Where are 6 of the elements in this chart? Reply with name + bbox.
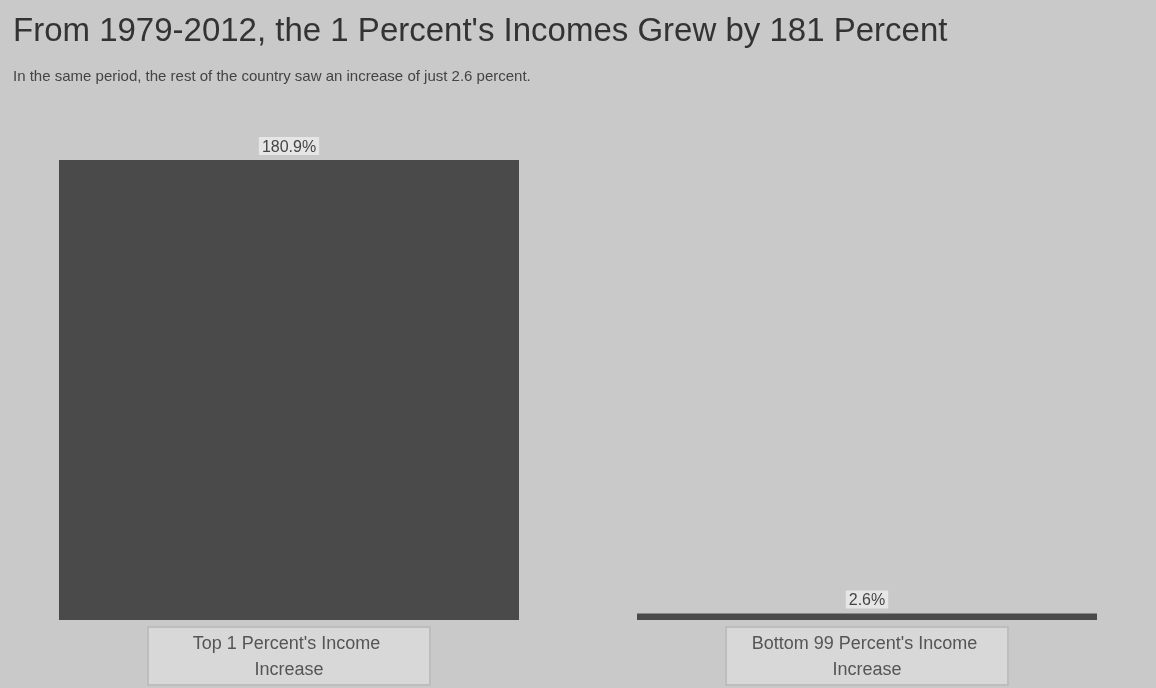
chart-subtitle: In the same period, the rest of the country saw an increase of just 2.6 percent. — [13, 67, 531, 84]
data-label: 2.6% — [848, 590, 886, 608]
x-tick-label: Bottom 99 Percent's Income Increase — [751, 633, 983, 679]
data-label: 180.9% — [261, 137, 317, 155]
x-tick-label: Top 1 Percent's Income Increase — [192, 633, 386, 679]
chart-title: From 1979-2012, the 1 Percent's Incomes Grew by 181 Percent — [13, 11, 948, 48]
